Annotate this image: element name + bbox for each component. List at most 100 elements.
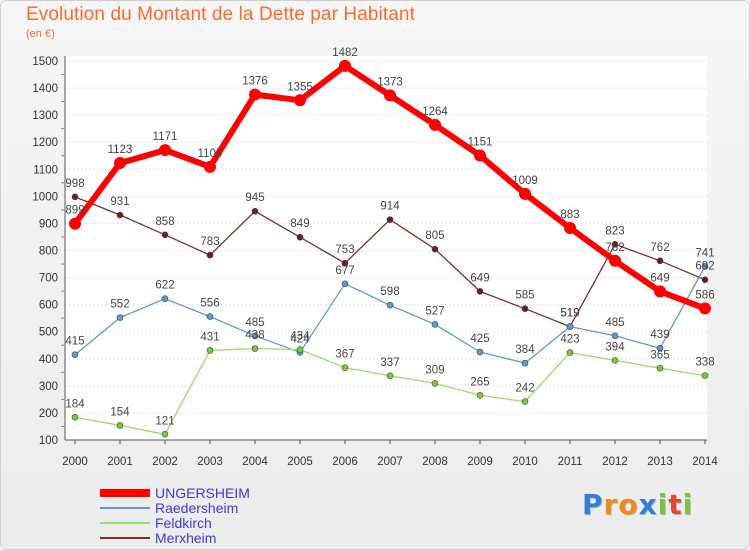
data-label: 556 [200,298,219,310]
data-point [566,323,574,330]
y-tick-label: 1100 [33,164,58,176]
data-label: 1151 [468,136,493,148]
data-point [521,305,529,313]
data-label: 677 [335,265,354,277]
data-point [161,295,169,302]
data-label: 741 [695,247,714,259]
data-point [206,347,214,354]
data-point [294,94,306,107]
data-label: 384 [515,344,535,356]
legend-swatch [100,507,150,509]
data-point [431,380,439,387]
data-point [386,216,394,223]
data-point [69,217,81,230]
data-point [161,231,169,239]
data-label: 184 [65,398,85,410]
data-point [386,301,394,309]
data-point [611,357,619,364]
data-point [476,392,484,399]
data-label: 424 [290,333,310,345]
data-point [654,285,666,298]
data-point [611,240,619,248]
data-label: 586 [695,289,714,301]
data-point [204,160,216,173]
data-point [251,345,259,352]
data-point [519,187,531,200]
data-point [431,245,439,253]
data-label: 1264 [422,106,448,118]
data-label: 805 [425,230,444,242]
data-label: 154 [110,406,130,418]
data-label: 1109 [198,148,223,160]
data-label: 367 [335,349,354,361]
x-tick-label: 2012 [602,456,628,468]
data-label: 883 [560,209,579,221]
data-label: 552 [110,299,129,311]
y-tick-label: 1400 [32,83,58,95]
data-point [341,280,349,288]
data-point [564,222,576,235]
data-point [71,193,79,201]
data-label: 338 [695,357,714,369]
y-tick-label: 200 [39,408,58,420]
data-label: 649 [650,272,669,284]
data-point [701,263,709,270]
x-tick-label: 2000 [62,456,88,468]
data-label: 394 [605,341,625,353]
data-label: 1355 [287,81,313,93]
data-label: 519 [560,308,579,320]
legend-swatch [100,522,150,524]
data-point [384,89,396,102]
x-tick-label: 2003 [197,456,223,468]
y-tick-label: 900 [39,218,58,230]
x-tick-label: 2013 [647,456,673,468]
data-point [116,422,124,429]
data-point [701,372,709,379]
data-label: 753 [335,244,354,256]
data-point [429,118,441,131]
data-point [521,398,529,405]
data-label: 423 [560,334,579,346]
chart-unit-label: (en €) [26,28,55,40]
x-tick-label: 2014 [692,456,718,468]
series-layer [69,59,711,438]
data-label: 1376 [242,76,268,88]
x-tick-label: 2001 [107,456,133,468]
data-label: 1482 [332,47,358,59]
data-label: 365 [650,349,669,361]
y-tick-label: 100 [39,435,58,447]
x-tick-label: 2002 [152,456,178,468]
data-label: 434 [290,331,310,343]
data-point [609,254,621,267]
data-point [114,157,126,170]
chart-title: Evolution du Montant de la Dette par Hab… [26,4,415,25]
data-label: 519 [560,308,579,320]
data-point [159,144,171,157]
y-tick-label: 700 [39,273,58,285]
data-point [251,207,259,215]
data-point [251,332,259,340]
data-label: 431 [200,331,219,343]
data-point [341,259,349,267]
y-axis-ticks: 100 200 300 400 500 600 700 800 900 1000 1100 1200 1… [32,56,64,447]
legend-label: Merxheim [155,530,217,546]
y-tick-label: 1300 [32,110,58,122]
data-point [566,349,574,356]
x-tick-label: 2009 [467,456,493,468]
logo-letter: r [603,488,619,521]
data-point [296,346,304,353]
data-point [656,364,664,372]
logo-letter: P [582,488,604,521]
data-label: 931 [110,196,129,208]
data-point [476,348,484,356]
data-label: 121 [155,415,174,427]
data-point [699,302,711,315]
logo-letter: i [657,488,669,521]
y-tick-label: 1000 [32,191,58,203]
data-point [71,413,79,421]
data-point [474,149,486,162]
y-tick-label: 600 [39,300,58,312]
data-label: 527 [425,305,444,317]
data-label: 242 [515,383,534,395]
